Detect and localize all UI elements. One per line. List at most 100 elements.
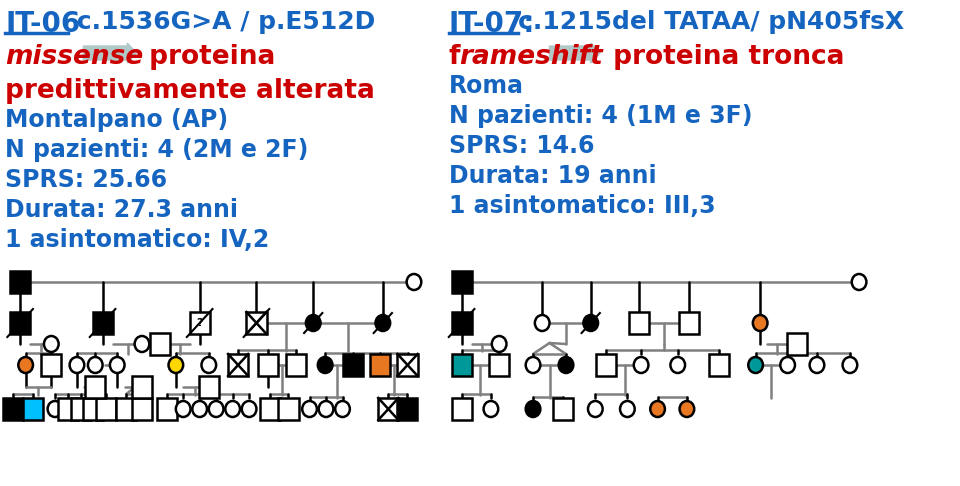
Bar xyxy=(84,398,104,420)
Circle shape xyxy=(18,357,33,373)
Bar xyxy=(553,398,573,420)
Bar xyxy=(708,354,729,376)
Text: ?: ? xyxy=(197,318,203,328)
Circle shape xyxy=(748,357,763,373)
Bar xyxy=(370,354,390,376)
Circle shape xyxy=(318,357,332,373)
Bar xyxy=(96,398,116,420)
Circle shape xyxy=(484,401,498,417)
Bar xyxy=(70,398,90,420)
Bar xyxy=(116,398,136,420)
Text: Roma: Roma xyxy=(448,74,524,98)
Bar xyxy=(596,354,616,376)
Circle shape xyxy=(526,401,540,417)
Bar xyxy=(10,312,30,334)
Bar xyxy=(189,312,209,334)
Bar xyxy=(260,398,280,420)
Bar xyxy=(451,271,471,293)
Bar xyxy=(132,376,152,398)
Circle shape xyxy=(176,401,190,417)
Circle shape xyxy=(620,401,635,417)
Text: c.1536G>A / p.E512D: c.1536G>A / p.E512D xyxy=(68,10,375,34)
Circle shape xyxy=(202,357,216,373)
Circle shape xyxy=(535,315,549,331)
Bar xyxy=(150,333,170,355)
Bar xyxy=(228,354,249,376)
Circle shape xyxy=(559,357,573,373)
Bar xyxy=(451,312,471,334)
Circle shape xyxy=(169,357,183,373)
Circle shape xyxy=(584,315,598,331)
Circle shape xyxy=(375,315,390,331)
Text: Montalpano (AP): Montalpano (AP) xyxy=(6,108,228,132)
Bar xyxy=(629,312,649,334)
Bar xyxy=(156,398,177,420)
Text: 1 asintomatico: III,3: 1 asintomatico: III,3 xyxy=(448,194,715,218)
Circle shape xyxy=(70,357,84,373)
Circle shape xyxy=(319,401,333,417)
Circle shape xyxy=(492,336,507,352)
Bar xyxy=(278,398,299,420)
Text: N pazienti: 4 (1M e 3F): N pazienti: 4 (1M e 3F) xyxy=(448,104,753,128)
Bar xyxy=(489,354,509,376)
Circle shape xyxy=(407,274,421,290)
Circle shape xyxy=(209,401,224,417)
Text: predittivamente alterata: predittivamente alterata xyxy=(6,78,375,104)
Circle shape xyxy=(48,401,62,417)
Circle shape xyxy=(192,401,207,417)
Bar xyxy=(451,354,471,376)
Text: c.1215del TATAA/ pN405fsX: c.1215del TATAA/ pN405fsX xyxy=(518,10,904,34)
Bar xyxy=(132,398,152,420)
Circle shape xyxy=(780,357,795,373)
Bar xyxy=(397,354,418,376)
Circle shape xyxy=(526,357,540,373)
Circle shape xyxy=(809,357,825,373)
Circle shape xyxy=(634,357,648,373)
Circle shape xyxy=(226,401,240,417)
Circle shape xyxy=(242,401,256,417)
Bar xyxy=(258,354,278,376)
Bar xyxy=(679,312,699,334)
Text: Durata: 27.3 anni: Durata: 27.3 anni xyxy=(6,198,238,222)
Circle shape xyxy=(670,357,685,373)
Circle shape xyxy=(753,315,767,331)
Circle shape xyxy=(588,401,603,417)
Circle shape xyxy=(134,336,150,352)
Text: missense: missense xyxy=(6,44,144,70)
Text: rameshift: rameshift xyxy=(459,44,603,70)
Circle shape xyxy=(335,401,349,417)
Bar xyxy=(58,398,78,420)
Bar xyxy=(41,354,61,376)
Bar xyxy=(10,271,30,293)
Circle shape xyxy=(109,357,125,373)
Bar xyxy=(247,312,267,334)
Bar xyxy=(286,354,306,376)
Bar xyxy=(378,398,398,420)
Bar xyxy=(92,312,112,334)
Circle shape xyxy=(650,401,665,417)
Text: SPRS: 14.6: SPRS: 14.6 xyxy=(448,134,594,158)
Bar xyxy=(85,376,106,398)
Circle shape xyxy=(44,336,59,352)
Bar xyxy=(23,398,43,420)
Circle shape xyxy=(302,401,317,417)
Text: proteina: proteina xyxy=(140,44,276,70)
Bar xyxy=(199,376,219,398)
Text: proteina tronca: proteina tronca xyxy=(604,44,844,70)
Text: f: f xyxy=(448,44,460,70)
Text: IT-06: IT-06 xyxy=(6,10,81,38)
FancyArrow shape xyxy=(549,43,600,63)
Circle shape xyxy=(88,357,103,373)
Text: SPRS: 25.66: SPRS: 25.66 xyxy=(6,168,168,192)
Text: Durata: 19 anni: Durata: 19 anni xyxy=(448,164,657,188)
Bar xyxy=(787,333,806,355)
Circle shape xyxy=(680,401,694,417)
Circle shape xyxy=(852,274,867,290)
Bar xyxy=(396,398,417,420)
Text: 1 asintomatico: IV,2: 1 asintomatico: IV,2 xyxy=(6,228,270,252)
Circle shape xyxy=(306,315,321,331)
Bar xyxy=(343,354,363,376)
Circle shape xyxy=(843,357,857,373)
Bar xyxy=(3,398,23,420)
Text: N pazienti: 4 (2M e 2F): N pazienti: 4 (2M e 2F) xyxy=(6,138,309,162)
